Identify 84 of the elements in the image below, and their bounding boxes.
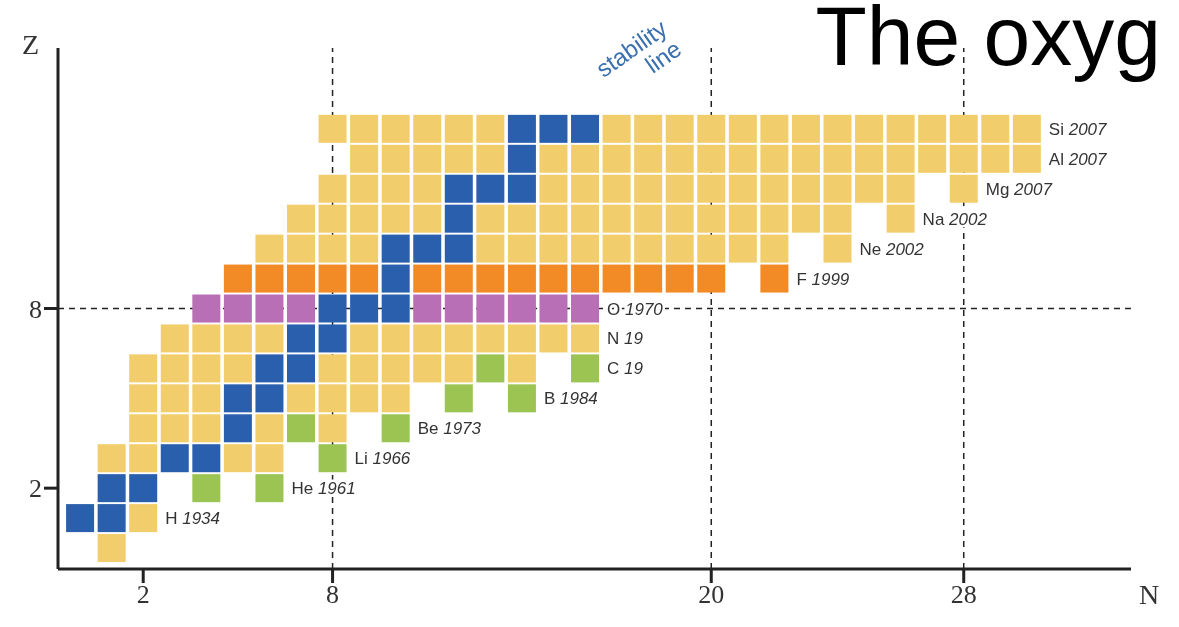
point <box>444 294 473 323</box>
point <box>223 384 252 413</box>
point <box>413 234 442 263</box>
point <box>697 264 726 293</box>
annotation: C 19 <box>607 359 644 379</box>
point <box>318 264 347 293</box>
annotation: Na 2002 <box>922 209 988 229</box>
point <box>287 294 315 323</box>
point <box>223 414 252 443</box>
annotation: Si 2007 <box>1048 119 1108 139</box>
annotation: He 1961 <box>291 479 356 499</box>
point <box>287 324 315 353</box>
point <box>507 384 536 413</box>
point <box>413 264 442 293</box>
point <box>381 414 410 443</box>
point <box>381 264 410 293</box>
point <box>255 264 284 293</box>
point <box>507 144 536 173</box>
point <box>287 264 315 293</box>
point <box>255 354 284 383</box>
point <box>66 504 95 533</box>
point <box>192 474 221 503</box>
annotation: B 1984 <box>543 389 598 409</box>
x-tick-label: 28 <box>950 580 977 610</box>
point <box>539 294 568 323</box>
point <box>444 234 473 263</box>
annotation: Al 2007 <box>1048 149 1108 169</box>
point <box>318 444 347 473</box>
annotation: Ne 2002 <box>859 239 925 259</box>
annotation: Mg 2007 <box>985 179 1053 199</box>
point <box>287 354 315 383</box>
point <box>571 354 600 383</box>
annotation: Be 1973 <box>417 419 482 439</box>
point <box>350 294 379 323</box>
point <box>255 474 284 503</box>
point <box>381 294 410 323</box>
point <box>476 174 505 203</box>
x-tick-label: 8 <box>326 580 340 610</box>
point <box>160 444 189 473</box>
point <box>476 294 505 323</box>
x-tick-label: 20 <box>698 580 725 610</box>
point <box>192 294 221 323</box>
point <box>760 264 789 293</box>
point <box>634 264 663 293</box>
x-axis-title: N <box>1139 578 1160 610</box>
point <box>413 294 442 323</box>
annotation: H 1934 <box>165 509 221 529</box>
point <box>255 294 284 323</box>
point <box>539 114 568 143</box>
point <box>287 414 315 443</box>
point <box>507 114 536 143</box>
annotation: F 1999 <box>796 269 850 289</box>
point <box>223 294 252 323</box>
annotation: N 19 <box>607 329 644 349</box>
point <box>571 264 600 293</box>
point <box>444 174 473 203</box>
point <box>192 444 221 473</box>
point <box>97 504 126 533</box>
x-tick-label: 2 <box>136 580 150 610</box>
point <box>318 324 347 353</box>
point <box>350 264 379 293</box>
annotation: Li 1966 <box>354 449 411 469</box>
point <box>476 264 505 293</box>
point <box>571 114 600 143</box>
point <box>444 204 473 233</box>
point <box>129 474 158 503</box>
point <box>571 294 600 323</box>
point <box>539 264 568 293</box>
point <box>476 354 505 383</box>
point <box>444 384 473 413</box>
point <box>255 384 284 413</box>
point <box>318 294 347 323</box>
chart-title: The oxyg <box>815 0 1161 83</box>
point <box>507 294 536 323</box>
point <box>602 264 631 293</box>
point <box>507 174 536 203</box>
point <box>97 474 126 503</box>
annotation: O 1970 <box>607 299 664 319</box>
point <box>665 264 694 293</box>
y-axis-title: Z <box>22 28 40 60</box>
point <box>507 264 536 293</box>
point <box>444 264 473 293</box>
point <box>223 264 252 293</box>
point <box>381 234 410 263</box>
